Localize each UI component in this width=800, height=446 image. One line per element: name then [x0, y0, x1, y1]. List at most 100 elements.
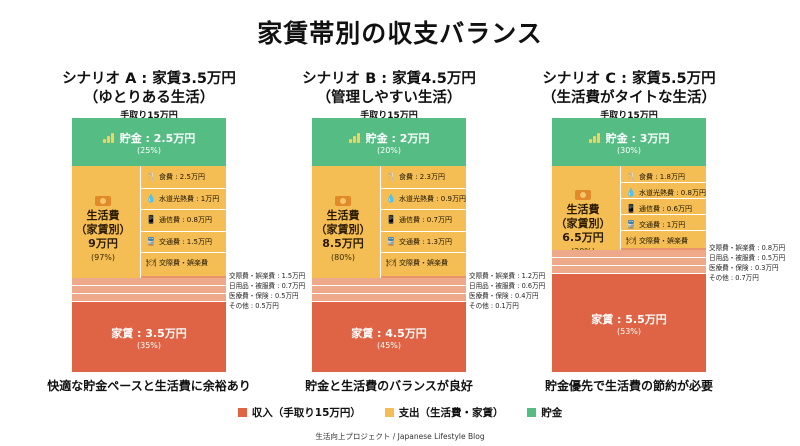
- misc-strip-divider: [552, 273, 706, 274]
- external-item-label: その他 : 0.7万円: [709, 274, 759, 282]
- living-label-line2: （家賃別）: [75, 222, 131, 236]
- saving-bar: 貯金 : 3万円 (30%): [552, 118, 706, 166]
- living-item: 📱 通信費 : 0.8万円: [146, 215, 212, 225]
- legend-swatch-expense: [384, 408, 394, 417]
- misc-strip-divider: [72, 301, 226, 302]
- living-item-divider: [141, 252, 226, 254]
- living-item: 🚆 交通費 : 1.3万円: [386, 237, 452, 247]
- living-item: 🍽 交際費・娯楽費: [626, 236, 688, 246]
- living-item-label: 交通費 : 1万円: [639, 221, 686, 229]
- scenario-income-label: 手取り15万円: [600, 111, 658, 121]
- legend-swatch-income: [237, 408, 247, 417]
- saving-label-text: 貯金 : 2万円: [365, 132, 430, 145]
- living-item-divider: [141, 230, 226, 232]
- living-divider: [140, 166, 141, 302]
- scenario-title-line1: シナリオ A : 家賃3.5万円: [62, 71, 236, 87]
- living-item-label: 交通費 : 1.3万円: [399, 237, 452, 246]
- footer-credit: 生活向上プロジェクト / Japanese Lifestyle Blog: [315, 432, 485, 441]
- living-item-label: 食費 : 2.3万円: [399, 173, 445, 181]
- living-item-label: 通信費 : 0.8万円: [159, 216, 212, 225]
- rent-label: 家賃 : 5.5万円: [591, 313, 667, 326]
- saving-label: 貯金 : 2万円: [312, 130, 466, 146]
- living-item: 🍴 食費 : 2.5万円: [146, 172, 205, 182]
- legend-item-income: 収入（手取り15万円）: [237, 405, 361, 420]
- rent-bar: 家賃 : 3.5万円 (35%): [72, 302, 226, 372]
- saving-label: 貯金 : 2.5万円: [72, 130, 226, 146]
- living-item-label: 水道光熱費 : 1万円: [159, 194, 220, 203]
- misc-strip-lower: [312, 278, 466, 302]
- living-item-label: 交際費・娯楽費: [399, 259, 448, 268]
- living-item-label: 食費 : 1.8万円: [639, 173, 685, 181]
- living-item-label: 通信費 : 0.7万円: [399, 216, 452, 225]
- droplet-icon: 💧: [146, 193, 156, 203]
- scenario-title-line2: （ゆとりある生活）: [83, 90, 215, 106]
- rent-label: 家賃 : 3.5万円: [111, 327, 187, 340]
- living-label-line3: 6.5万円: [562, 230, 604, 244]
- living-item: 🍴 食費 : 2.3万円: [386, 172, 445, 182]
- external-item-label: 交際費・娯楽費 : 1.2万円: [469, 272, 546, 280]
- living-item: 📱 通信費 : 0.7万円: [386, 215, 452, 225]
- living-item: 🍽 交際費・娯楽費: [146, 258, 208, 268]
- rent-bar: 家賃 : 4.5万円 (45%): [312, 302, 466, 372]
- misc-strip-divider: [72, 285, 226, 286]
- misc-strip-divider: [552, 265, 706, 266]
- living-label-group: 生活費（家賃別）6.5万円(20%): [552, 189, 614, 256]
- saving-label-text: 貯金 : 2.5万円: [119, 132, 196, 145]
- scenario-income-label: 手取り15万円: [360, 111, 418, 121]
- external-item-label: その他 : 0.5万円: [229, 302, 279, 310]
- living-item: 💧 水道光熱費 : 0.9万円: [386, 194, 466, 204]
- droplet-icon: 💧: [386, 193, 396, 203]
- living-item-divider: [381, 209, 466, 211]
- phone-icon: 📱: [386, 215, 396, 225]
- living-label-line2: （家賃別）: [315, 222, 371, 236]
- money-icon: [95, 195, 111, 206]
- living-divider: [620, 166, 621, 274]
- living-item: 🍽 交際費・娯楽費: [386, 258, 448, 268]
- living-label-line1: 生活費: [566, 202, 600, 216]
- train-icon: 🚆: [146, 236, 156, 246]
- misc-strip-divider: [312, 301, 466, 302]
- living-item-divider: [621, 198, 706, 199]
- cutlery-icon: 🍽: [626, 236, 637, 245]
- scenario-caption: 貯金と生活費のバランスが良好: [305, 379, 473, 393]
- misc-strip-divider: [552, 257, 706, 258]
- living-pct: (80%): [330, 252, 356, 262]
- living-label-group: 生活費 （家賃別） 8.5万円 (80%): [312, 195, 374, 262]
- living-item-divider: [621, 182, 706, 183]
- chart-title: 家賃帯別の収支バランス: [257, 19, 543, 48]
- scenario-title-line1: シナリオ C : 家賃5.5万円: [542, 71, 716, 87]
- rent-pct: (35%): [136, 341, 162, 350]
- fork-knife-icon: 🍴: [146, 172, 156, 181]
- misc-strip-divider: [312, 293, 466, 294]
- scenario-caption: 貯金優先で生活費の節約が必要: [544, 379, 713, 393]
- external-item-label: 医療費・保険 : 0.5万円: [229, 292, 299, 300]
- living-pct: (97%): [90, 252, 116, 262]
- living-label-line1: 生活費: [326, 208, 360, 222]
- living-item-divider: [621, 230, 706, 231]
- scenario-income-label: 手取り15万円: [120, 111, 178, 121]
- external-item-label: 日用品・被服費 : 0.5万円: [709, 254, 786, 262]
- cutlery-icon: 🍽: [386, 258, 397, 268]
- living-item: 🍴 食費 : 1.8万円: [626, 172, 685, 182]
- coin-stack-icon: [348, 133, 363, 143]
- living-item-label: 通信費 : 0.6万円: [639, 205, 692, 213]
- legend-label-income: 収入（手取り15万円）: [251, 407, 361, 419]
- scenario-title-line2: （生活費がタイトな生活）: [542, 90, 716, 106]
- legend-item-saving: 貯金: [527, 405, 562, 420]
- rent-bar: 家賃 : 5.5万円 (53%): [552, 274, 706, 372]
- scenario-caption: 快適な貯金ペースと生活費に余裕あり: [47, 379, 251, 393]
- fork-knife-icon: 🍴: [626, 172, 636, 181]
- living-item-divider: [141, 209, 226, 211]
- living-label-line3: 8.5万円: [322, 236, 364, 250]
- living-item-label: 交通費 : 1.5万円: [159, 237, 212, 246]
- living-item-label: 交際費・娯楽費: [639, 237, 688, 245]
- saving-pct: (25%): [136, 146, 162, 155]
- living-item-divider: [381, 187, 466, 189]
- living-item-label: 水道光熱費 : 0.8万円: [639, 189, 706, 197]
- legend: 収入（手取り15万円） 支出（生活費・家賃） 貯金: [0, 405, 800, 420]
- misc-strip-divider: [312, 285, 466, 286]
- rent-pct: (53%): [616, 327, 642, 336]
- train-icon: 🚆: [626, 220, 636, 229]
- living-item-divider: [381, 230, 466, 232]
- phone-icon: 📱: [146, 215, 156, 225]
